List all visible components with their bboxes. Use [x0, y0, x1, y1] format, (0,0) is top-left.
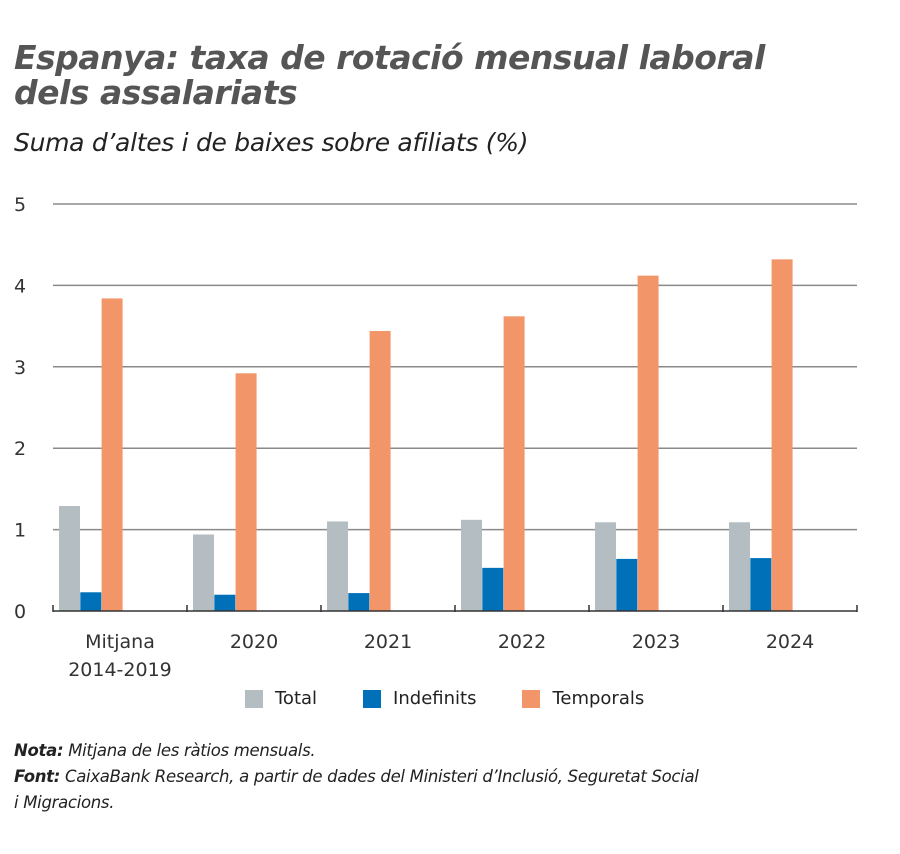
- legend: Total Indefinits Temporals: [245, 688, 690, 709]
- y-tick-label: 3: [14, 357, 26, 379]
- note-text: Mitjana de les ràtios mensuals.: [63, 741, 316, 760]
- source-line: Font: CaixaBank Research, a partir de da…: [14, 764, 699, 790]
- legend-item-temporals: Temporals: [522, 688, 644, 709]
- source-text: CaixaBank Research, a partir de dades de…: [60, 767, 699, 786]
- bar-indefinits: [348, 593, 370, 611]
- legend-label-indefinits: Indefinits: [393, 688, 477, 709]
- x-tick-label: 2024: [766, 631, 814, 653]
- title-line-2: dels assalariats: [14, 73, 298, 112]
- bar-chart: 0 1 2 3 4 5 Mitjana 2014-2019 2020 2021 2022 2023 20…: [14, 194, 858, 681]
- footnotes: Nota: Mitjana de les ràtios mensuals. Fo…: [14, 738, 699, 816]
- bar-temporals: [235, 373, 257, 611]
- bar-indefinits: [616, 558, 638, 611]
- x-tick-label: 2014-2019: [68, 659, 172, 681]
- bar-total: [461, 519, 482, 611]
- y-tick-label: 2: [14, 438, 26, 460]
- bar-temporals: [369, 330, 391, 611]
- bar-indefinits: [80, 592, 102, 611]
- bar-temporals: [637, 275, 659, 611]
- bar-indefinits: [750, 558, 772, 611]
- bar-total: [327, 521, 348, 611]
- bar-indefinits: [482, 567, 504, 611]
- legend-item-indefinits: Indefinits: [363, 688, 476, 709]
- x-tick-label: Mitjana: [85, 631, 155, 653]
- x-tick-label: 2021: [364, 631, 412, 653]
- title-line-1: Espanya: taxa de rotació mensual laboral: [14, 38, 765, 77]
- source-label: Font:: [14, 767, 61, 786]
- y-tick-label: 5: [14, 194, 26, 216]
- bar-temporals: [771, 259, 793, 611]
- legend-label-temporals: Temporals: [552, 688, 645, 709]
- source-text-continued: i Migracions.: [14, 793, 115, 812]
- bar-total: [59, 505, 80, 611]
- bar-total: [729, 522, 750, 611]
- legend-swatch-indefinits: [363, 689, 382, 708]
- note-label: Nota:: [14, 741, 64, 760]
- bar-temporals: [503, 316, 525, 611]
- y-tick-label: 0: [14, 601, 26, 623]
- x-tick-label: 2020: [230, 631, 278, 653]
- legend-swatch-temporals: [522, 689, 541, 708]
- y-tick-label: 1: [14, 520, 26, 542]
- note-line: Nota: Mitjana de les ràtios mensuals.: [14, 738, 699, 764]
- legend-swatch-total: [245, 689, 263, 708]
- x-tick-label: 2022: [498, 631, 546, 653]
- legend-label-total: Total: [275, 688, 318, 709]
- y-tick-label: 4: [14, 275, 26, 297]
- x-tick-label: 2023: [632, 631, 680, 653]
- bar-indefinits: [214, 594, 236, 611]
- chart-title: Espanya: taxa de rotació mensual laboral…: [14, 40, 765, 110]
- bar-temporals: [101, 298, 123, 611]
- chart-subtitle: Suma d’altes i de baixes sobre afiliats …: [14, 128, 529, 157]
- bar-total: [193, 534, 214, 611]
- legend-item-total: Total: [245, 688, 317, 709]
- bar-total: [595, 522, 616, 611]
